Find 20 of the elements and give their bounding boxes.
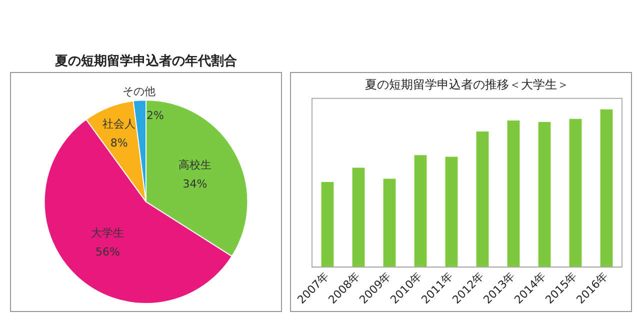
data-label: 56% xyxy=(95,245,120,258)
bar xyxy=(507,120,520,268)
bar xyxy=(476,132,489,268)
slice-label: その他 xyxy=(122,85,156,98)
slice-label: 高校生 xyxy=(178,158,212,172)
bar xyxy=(445,156,458,268)
data-label: 34% xyxy=(182,178,208,191)
data-label: 8% xyxy=(110,136,128,150)
bar xyxy=(600,109,613,268)
slice-label: 社会人 xyxy=(102,118,136,131)
bar xyxy=(352,168,365,268)
bar xyxy=(569,118,582,268)
chart-title: 夏の短期留学申込者の推移＜大学生＞ xyxy=(365,77,569,92)
bar xyxy=(414,155,427,268)
slice-label: 大学生 xyxy=(91,226,124,240)
chart-title: 夏の短期留学申込者の年代割合 xyxy=(54,53,237,70)
bar xyxy=(383,178,396,268)
data-label: 2% xyxy=(146,109,164,122)
bar xyxy=(538,122,551,268)
bar xyxy=(321,182,334,268)
